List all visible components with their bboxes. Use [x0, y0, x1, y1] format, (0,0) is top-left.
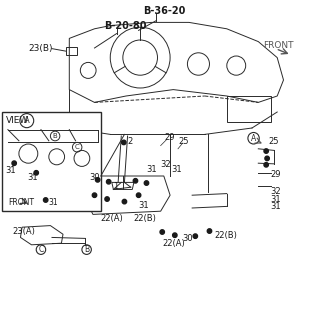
Circle shape — [34, 171, 38, 175]
Circle shape — [173, 233, 177, 237]
Text: FRONT: FRONT — [263, 41, 294, 50]
Text: 22(A): 22(A) — [101, 214, 123, 223]
Circle shape — [106, 180, 111, 184]
Circle shape — [95, 178, 100, 182]
Circle shape — [264, 149, 268, 153]
Text: 32: 32 — [270, 188, 281, 196]
Circle shape — [105, 197, 109, 201]
Text: 30: 30 — [90, 173, 100, 182]
Text: B-36-20: B-36-20 — [143, 6, 186, 16]
Circle shape — [12, 161, 16, 165]
Text: 31: 31 — [172, 165, 182, 174]
Text: 2: 2 — [128, 137, 133, 146]
Text: 31: 31 — [270, 195, 281, 204]
Text: 31: 31 — [28, 173, 38, 182]
Text: B: B — [53, 133, 58, 139]
Text: 25: 25 — [178, 137, 188, 146]
Circle shape — [264, 163, 268, 167]
Text: 23(B): 23(B) — [28, 44, 53, 53]
Circle shape — [136, 193, 141, 197]
Text: FRONT: FRONT — [8, 198, 34, 207]
Text: 23(A): 23(A) — [13, 227, 36, 236]
Text: 30: 30 — [182, 234, 193, 243]
Circle shape — [122, 199, 127, 204]
Text: 31: 31 — [270, 202, 281, 211]
Text: A: A — [24, 116, 30, 125]
Text: 29: 29 — [164, 133, 175, 142]
Text: B: B — [84, 245, 89, 254]
Text: 32: 32 — [161, 160, 171, 169]
Text: 22(A): 22(A) — [162, 239, 185, 248]
Text: C: C — [38, 245, 43, 254]
Circle shape — [193, 234, 198, 238]
Circle shape — [92, 193, 97, 197]
FancyBboxPatch shape — [2, 112, 101, 211]
Circle shape — [265, 156, 269, 161]
Circle shape — [122, 140, 126, 145]
Circle shape — [160, 230, 164, 234]
Text: 22(B): 22(B) — [214, 231, 237, 240]
Circle shape — [144, 181, 149, 185]
Text: A: A — [251, 134, 256, 143]
Text: 31: 31 — [146, 165, 157, 174]
Text: VIEW: VIEW — [6, 116, 29, 124]
Text: 31: 31 — [6, 166, 16, 175]
Circle shape — [207, 229, 212, 233]
Text: 25: 25 — [268, 137, 279, 146]
Text: 22(B): 22(B) — [133, 214, 156, 223]
Text: 29: 29 — [270, 170, 281, 179]
Text: B-20-80: B-20-80 — [104, 21, 146, 31]
Text: 31: 31 — [49, 198, 59, 207]
Text: C: C — [75, 144, 80, 150]
Circle shape — [43, 198, 48, 202]
Text: 31: 31 — [139, 201, 149, 210]
Text: 1: 1 — [113, 182, 118, 191]
Circle shape — [133, 179, 138, 183]
